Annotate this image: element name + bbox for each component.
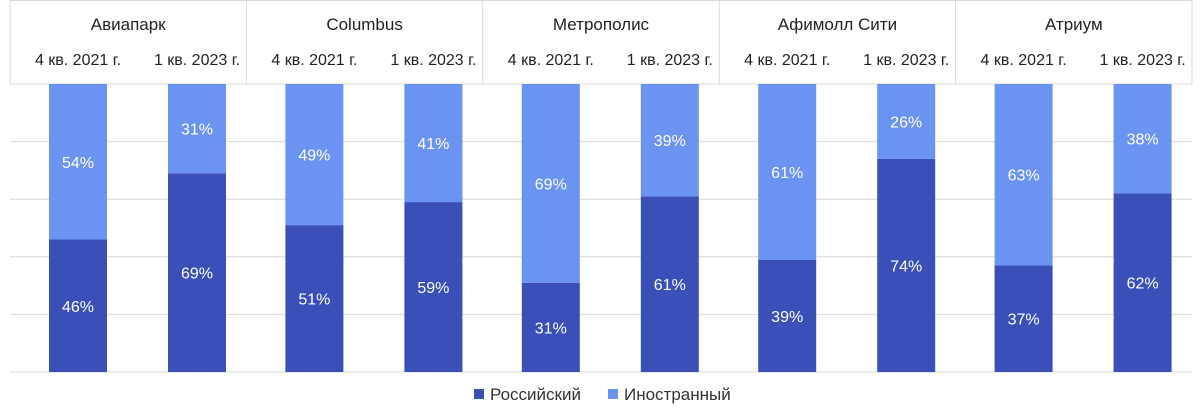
data-label: 38%: [1127, 132, 1159, 149]
group-label: Авиапарк: [91, 15, 166, 34]
period-label: 4 кв. 2021 г.: [981, 52, 1067, 69]
period-label: 1 кв. 2023 г.: [863, 52, 949, 69]
period-label: 1 кв. 2023 г.: [390, 52, 476, 69]
period-label: 4 кв. 2021 г.: [35, 52, 121, 69]
data-label: 39%: [771, 309, 803, 326]
data-label: 46%: [62, 299, 94, 316]
period-label: 4 кв. 2021 г.: [271, 52, 357, 69]
bar-segment-russian: [168, 173, 226, 372]
data-label: 69%: [535, 176, 567, 193]
data-label: 59%: [417, 280, 449, 297]
data-label: 31%: [181, 122, 213, 139]
period-label: 4 кв. 2021 г.: [744, 52, 830, 69]
data-label: 74%: [890, 258, 922, 275]
bar-segment-foreign: [285, 84, 344, 226]
bar-segment-foreign: [1113, 84, 1172, 194]
data-label: 61%: [771, 165, 803, 182]
bar-segment-russian: [521, 282, 580, 372]
value-labels: 46% 54% 69% 31% 51% 49% 59% 41% 31% 69% 61% 39% 39% 6…: [62, 114, 1159, 337]
group-label: Columbus: [326, 15, 403, 34]
data-label: 49%: [298, 148, 330, 165]
bar-segment-russian: [994, 265, 1053, 372]
data-label: 62%: [1127, 276, 1159, 293]
bar-segment-foreign: [994, 84, 1053, 266]
group-label: Афимолл Сити: [778, 15, 897, 34]
bars: [49, 84, 1172, 372]
legend-label-russian: Российский: [490, 385, 581, 404]
group-label: Атриум: [1045, 15, 1103, 34]
period-label: 1 кв. 2023 г.: [154, 52, 240, 69]
bar-segment-russian: [404, 202, 463, 372]
data-label: 31%: [535, 320, 567, 337]
bar-segment-foreign: [758, 84, 817, 260]
legend-swatch-russian: [474, 389, 484, 399]
bar-segment-foreign: [877, 84, 936, 159]
bar-segment-russian: [640, 196, 699, 372]
data-label: 37%: [1008, 312, 1040, 329]
data-label: 51%: [298, 292, 330, 309]
data-label: 63%: [1008, 168, 1040, 185]
bar-segment-foreign: [168, 84, 226, 174]
data-label: 39%: [654, 133, 686, 150]
period-label: 1 кв. 2023 г.: [627, 52, 713, 69]
period-label: 4 кв. 2021 г.: [508, 52, 594, 69]
data-label: 41%: [417, 136, 449, 153]
period-label: 1 кв. 2023 г.: [1100, 52, 1186, 69]
data-label: 69%: [181, 266, 213, 283]
legend-label-foreign: Иностранный: [624, 385, 731, 404]
bar-segment-russian: [877, 158, 936, 372]
data-label: 54%: [62, 155, 94, 172]
bar-segment-russian: [1113, 193, 1172, 372]
bar-segment-russian: [49, 239, 107, 372]
bar-segment-foreign: [640, 84, 699, 197]
data-label: 26%: [890, 114, 922, 131]
data-label: 61%: [654, 277, 686, 294]
bar-segment-russian: [758, 259, 817, 372]
bar-segment-foreign: [521, 84, 580, 283]
group-label: Метрополис: [553, 15, 650, 34]
legend: Российский Иностранный: [474, 385, 731, 404]
legend-swatch-foreign: [608, 389, 618, 399]
bar-segment-foreign: [49, 84, 107, 240]
bar-segment-russian: [285, 225, 344, 372]
bar-segment-foreign: [404, 84, 463, 203]
category-header: Авиапарк 4 кв. 2021 г. 1 кв. 2023 г. Columb…: [9, 0, 1193, 85]
